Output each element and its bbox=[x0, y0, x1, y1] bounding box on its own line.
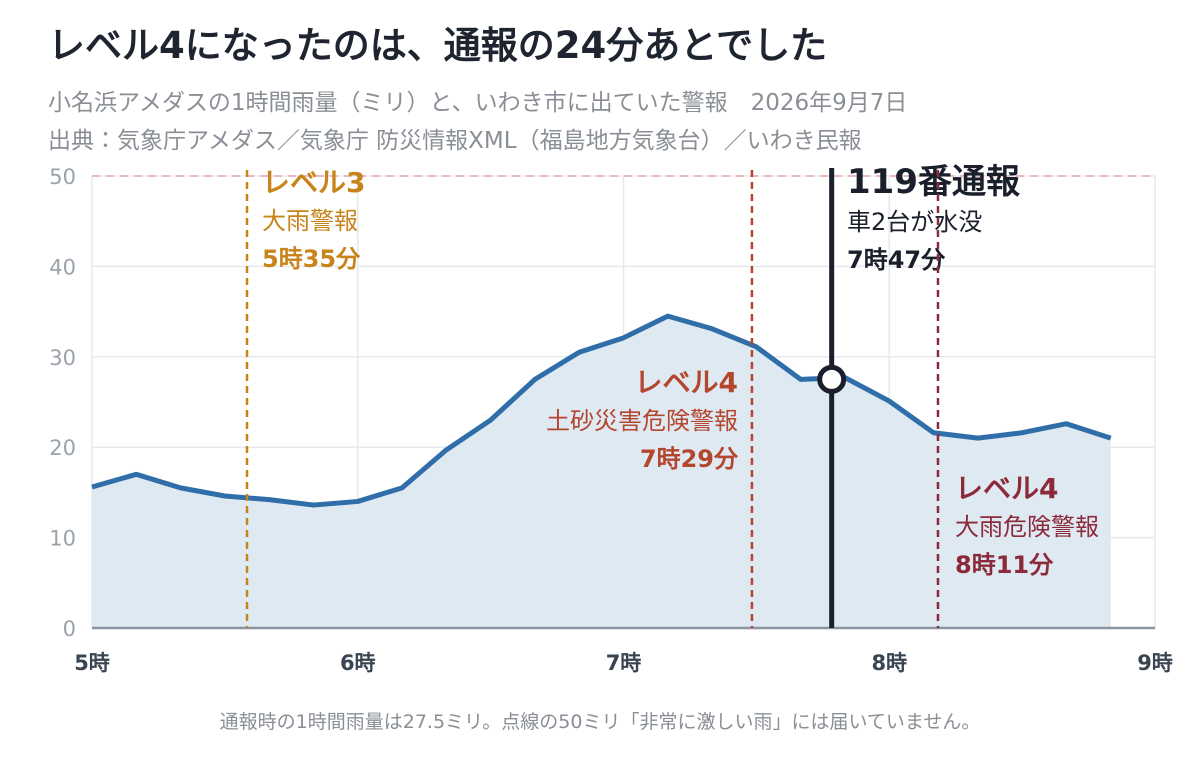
y-tick-label: 40 bbox=[49, 255, 76, 279]
x-tick-label: 7時 bbox=[606, 651, 642, 675]
event-label: 土砂災害危険警報 bbox=[546, 407, 738, 435]
y-tick-label: 0 bbox=[63, 617, 76, 641]
footnote: 通報時の1時間雨量は27.5ミリ。点線の50ミリ「非常に激しい雨」には届いていま… bbox=[220, 711, 981, 733]
marker bbox=[817, 364, 847, 394]
x-tick-label: 6時 bbox=[340, 651, 376, 675]
event-time: 7時29分 bbox=[640, 445, 739, 473]
y-tick-label: 10 bbox=[49, 527, 76, 551]
event-name: レベル4 bbox=[635, 366, 738, 399]
chart-title: レベル4になったのは、通報の24分あとでした bbox=[48, 24, 827, 67]
area bbox=[92, 316, 1111, 628]
line bbox=[91, 313, 1112, 508]
event-name: レベル4 bbox=[955, 472, 1058, 505]
event-label: 車2台が水没 bbox=[847, 208, 982, 236]
event-label: 大雨危険警報 bbox=[955, 513, 1099, 541]
x-tick-label: 9時 bbox=[1137, 651, 1173, 675]
event-name: 119番通報 bbox=[847, 162, 1021, 202]
y-tick-label: 20 bbox=[49, 436, 76, 460]
event-time: 7時47分 bbox=[847, 246, 946, 274]
x-tick-label: 5時 bbox=[74, 651, 110, 675]
event-time: 8時11分 bbox=[955, 551, 1054, 579]
y-tick-label: 30 bbox=[49, 346, 76, 370]
event-time: 5時35分 bbox=[262, 245, 361, 273]
event-label: 大雨警報 bbox=[262, 207, 358, 235]
x-tick-label: 8時 bbox=[871, 651, 907, 675]
y-tick-label: 50 bbox=[49, 165, 76, 189]
chart-subtitle: 小名浜アメダスの1時間雨量（ミリ）と、いわき市に出ていた警報 2026年9月7日 bbox=[48, 90, 907, 116]
chart-source: 出典：気象庁アメダス／気象庁 防災情報XML（福島地方気象台）／いわき民報 bbox=[48, 128, 862, 154]
event-name: レベル3 bbox=[262, 166, 365, 199]
